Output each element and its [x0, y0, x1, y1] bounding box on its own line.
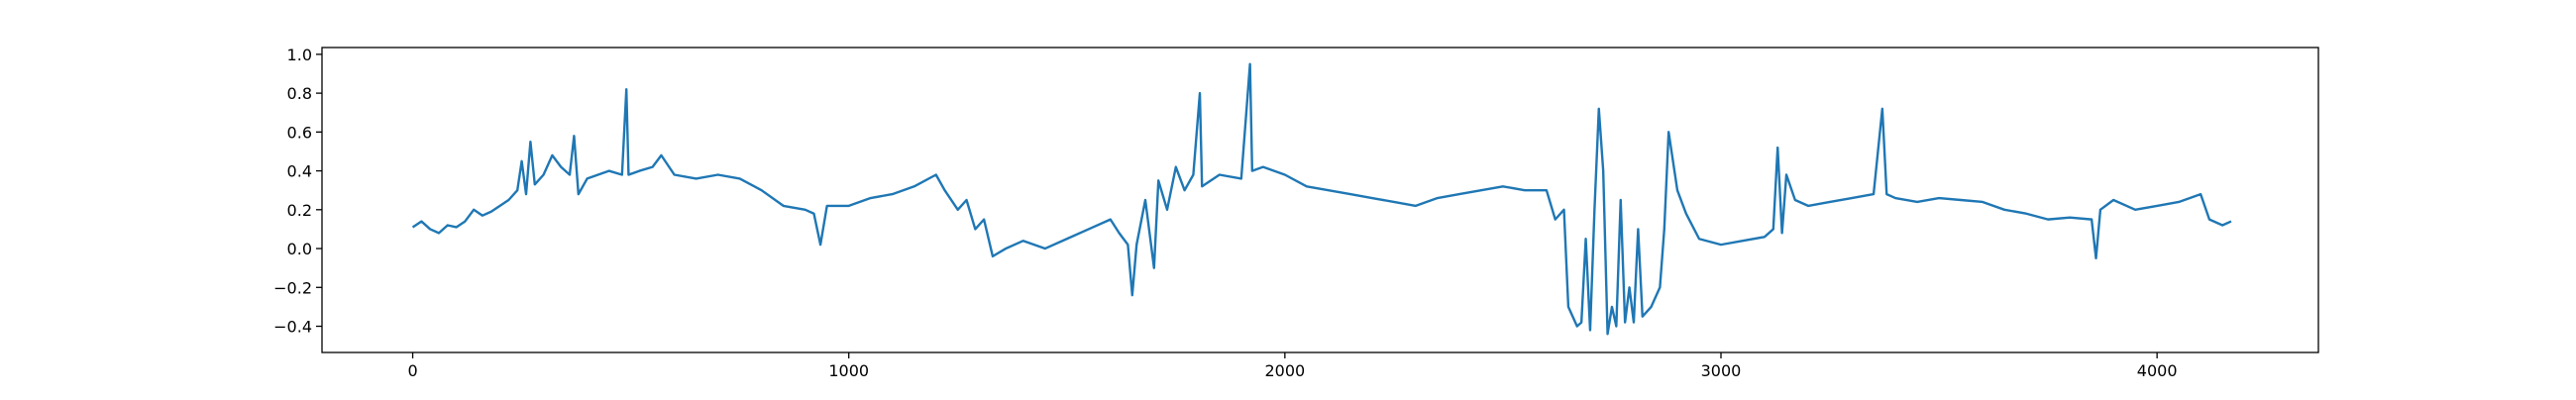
y-tick-label: −0.2 — [273, 278, 312, 297]
x-tick-label: 1000 — [828, 361, 869, 380]
y-tick-label: −0.4 — [273, 318, 312, 337]
x-tick-label: 2000 — [1264, 361, 1305, 380]
x-tick-label: 0 — [407, 361, 417, 380]
y-tick-label: 0.8 — [287, 84, 312, 103]
y-tick-label: 0.2 — [287, 201, 312, 220]
y-tick-label: 0.0 — [287, 240, 312, 258]
x-tick-label: 3000 — [1701, 361, 1742, 380]
x-tick-label: 4000 — [2137, 361, 2178, 380]
plot-frame — [321, 47, 2319, 353]
y-tick-label: 1.0 — [287, 46, 312, 64]
data-line — [411, 62, 2232, 336]
y-tick-label: 0.4 — [287, 162, 312, 181]
y-tick-label: 0.6 — [287, 123, 312, 142]
